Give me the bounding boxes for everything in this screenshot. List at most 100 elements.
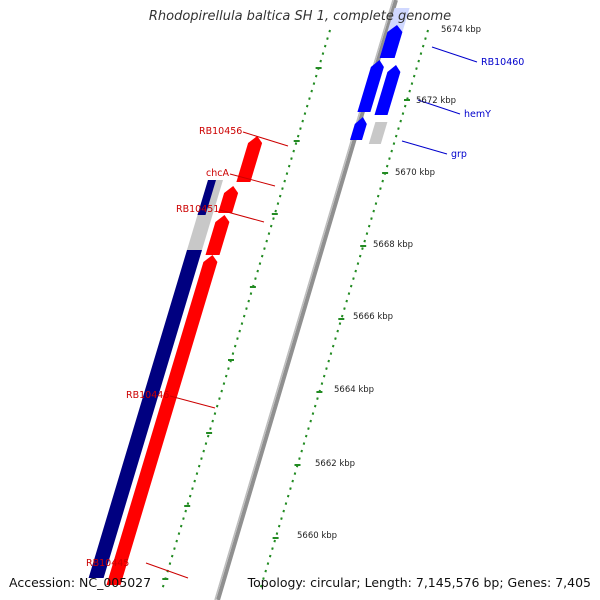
tick-dot-right xyxy=(421,44,425,48)
scale-label: 5672 kbp xyxy=(416,96,456,106)
tick-dot-right xyxy=(340,314,344,318)
tick-dot-right xyxy=(381,179,384,183)
tick-dot-left xyxy=(263,247,266,250)
tick-dot-right xyxy=(363,239,366,243)
gene-RB10446-reverse xyxy=(88,250,202,578)
tick-dot-right xyxy=(280,517,283,520)
tick-dot-right xyxy=(345,299,348,303)
tick-dot-left xyxy=(292,149,295,153)
tick-dot-right xyxy=(390,149,393,153)
tick-dot-left xyxy=(323,44,327,48)
tick-dot-left xyxy=(240,322,244,325)
gene-chcA-part xyxy=(197,180,216,215)
tick-dot-left xyxy=(179,524,183,528)
tick-dot-left xyxy=(260,254,264,258)
gene-label-leader xyxy=(219,209,265,223)
tick-dot-left xyxy=(285,172,289,175)
tick-dot-right xyxy=(399,119,402,123)
tick-dot-left xyxy=(218,397,221,400)
tick-dot-left xyxy=(231,352,235,355)
tick-dot-left xyxy=(272,217,275,220)
tick-dot-left xyxy=(254,277,257,280)
tick-dot-right xyxy=(304,434,308,438)
tick-dot-right xyxy=(268,554,272,558)
gene-label: RB10456 xyxy=(199,126,242,137)
tick-dot-right xyxy=(394,134,398,138)
tick-dot-right xyxy=(412,74,416,78)
gene-label-leader xyxy=(401,140,448,155)
tick-dot-right xyxy=(298,457,301,460)
tick-dot-right xyxy=(358,254,362,258)
tick-dot-left xyxy=(233,344,237,348)
tick-dot-right xyxy=(313,404,317,408)
gene-RB10456a-forward xyxy=(218,186,239,213)
tick-dot-left xyxy=(312,82,316,85)
tick-dot-left xyxy=(294,142,298,145)
gene-label: RB10445 xyxy=(86,558,129,569)
tick-dot-right xyxy=(385,164,389,168)
tick-dot-right xyxy=(316,397,319,400)
tick-dot-right xyxy=(334,337,337,340)
tick-dot-right xyxy=(291,479,294,483)
map-title: Rhodopirellula baltica SH 1, complete ge… xyxy=(148,9,452,24)
tick-dot-left xyxy=(314,74,318,78)
accession-text: Accession: NC_005027 xyxy=(9,575,152,590)
tick-dot-right xyxy=(327,359,330,363)
tick-dot-right xyxy=(349,284,353,288)
tick-dot-left xyxy=(184,509,187,513)
tick-dot-right xyxy=(426,29,429,33)
gene-label: grp xyxy=(451,149,467,160)
tick-dot-right xyxy=(282,509,285,513)
tick-dot-left xyxy=(161,584,165,588)
gene-label: chcA xyxy=(206,168,229,179)
gene-label: RB10460 xyxy=(481,57,524,68)
tick-dot-right xyxy=(275,532,279,535)
tick-dot-right xyxy=(410,82,414,85)
tick-dot-right xyxy=(388,157,391,160)
tick-dot-right xyxy=(408,89,411,93)
tick-dot-left xyxy=(278,194,282,198)
genome-summary-text: Topology: circular; Length: 7,145,576 bp… xyxy=(247,575,591,590)
tick-dot-right xyxy=(392,142,396,145)
tick-dot-left xyxy=(227,367,230,370)
tick-dot-right xyxy=(309,419,312,423)
tick-dot-left xyxy=(265,239,268,243)
tick-dot-right xyxy=(354,269,357,273)
tick-dot-left xyxy=(173,547,176,550)
tick-dot-left xyxy=(209,427,212,430)
tick-dot-right xyxy=(415,67,418,70)
tick-dot-left xyxy=(170,554,174,558)
tick-dot-left xyxy=(319,59,322,63)
gene-label-leader xyxy=(242,131,289,147)
tick-dot-right xyxy=(311,412,315,415)
scale-label: 5670 kbp xyxy=(395,168,435,178)
tick-dot-right xyxy=(372,209,375,213)
tick-dot-right xyxy=(302,442,306,445)
gene-RB10445-forward xyxy=(106,255,218,585)
tick-dot-left xyxy=(308,97,311,100)
tick-dot-left xyxy=(281,187,284,190)
tick-dot-left xyxy=(299,127,302,130)
tick-dot-right xyxy=(347,292,351,295)
gene-label-leader xyxy=(417,99,461,115)
tick-dot-right xyxy=(307,427,310,430)
tick-dot-right xyxy=(264,569,267,573)
tick-dot-left xyxy=(175,539,178,543)
tick-dot-right xyxy=(273,539,276,543)
tick-dot-left xyxy=(224,374,228,378)
tick-dot-right xyxy=(300,449,303,453)
gene-label: hemY xyxy=(464,109,491,120)
gene-label-leader xyxy=(229,173,276,187)
tick-dot-left xyxy=(247,299,250,303)
gene-grp-blue xyxy=(350,117,367,140)
tick-dot-right xyxy=(293,472,297,475)
tick-dot-left xyxy=(195,472,199,475)
tick-dot-right xyxy=(352,277,355,280)
tick-dot-left xyxy=(301,119,304,123)
tick-dot-left xyxy=(245,307,248,310)
tick-dot-left xyxy=(197,464,201,468)
gene-label-leader xyxy=(431,46,478,63)
tick-dot-right xyxy=(266,562,270,565)
tick-dot-left xyxy=(168,562,172,565)
